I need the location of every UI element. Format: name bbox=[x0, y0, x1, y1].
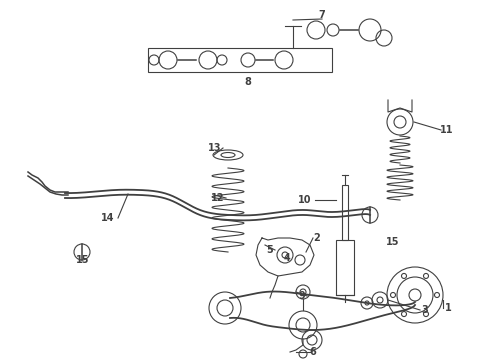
Text: 12: 12 bbox=[211, 193, 225, 203]
Text: 14: 14 bbox=[101, 213, 115, 223]
Text: 10: 10 bbox=[298, 195, 312, 205]
Text: 8: 8 bbox=[245, 77, 251, 87]
Text: 11: 11 bbox=[440, 125, 454, 135]
Text: 9: 9 bbox=[298, 291, 305, 301]
Text: 7: 7 bbox=[318, 10, 325, 20]
Text: 2: 2 bbox=[314, 233, 320, 243]
Text: 13: 13 bbox=[208, 143, 222, 153]
Text: 15: 15 bbox=[386, 237, 400, 247]
Text: 4: 4 bbox=[284, 253, 291, 263]
Text: 1: 1 bbox=[444, 303, 451, 313]
Bar bbox=[148, 48, 332, 72]
Text: 15: 15 bbox=[76, 255, 90, 265]
Bar bbox=[342, 185, 348, 240]
Text: 6: 6 bbox=[310, 347, 317, 357]
Text: 5: 5 bbox=[267, 245, 273, 255]
Text: 3: 3 bbox=[421, 305, 428, 315]
Bar bbox=[336, 240, 354, 295]
